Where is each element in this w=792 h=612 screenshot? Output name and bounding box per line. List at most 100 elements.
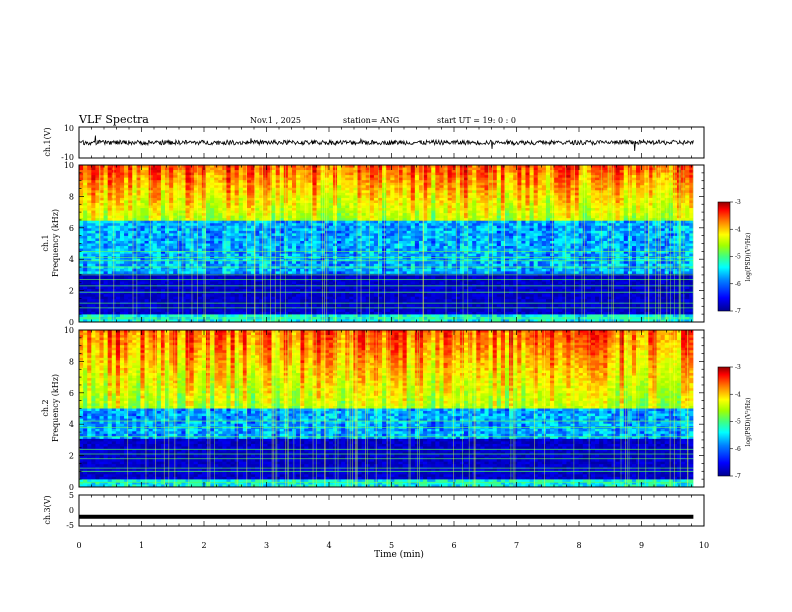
spectrogram-cell <box>279 202 285 206</box>
spectrogram-cell <box>582 185 588 189</box>
spectrogram-cell <box>230 187 236 191</box>
spectrogram-cell <box>165 167 170 171</box>
spectrogram-cell <box>345 172 350 176</box>
spectrogram-cell <box>476 175 481 179</box>
spectrogram-cell <box>234 243 240 247</box>
spectrogram-cell <box>685 233 690 237</box>
spectrogram-cell <box>517 243 522 247</box>
spectrogram-cell <box>328 167 334 171</box>
spectrogram-cell <box>570 180 575 184</box>
spectrogram-cell <box>529 213 535 217</box>
spectrogram-cell <box>160 233 166 237</box>
spectrogram-cell <box>160 165 166 168</box>
spectrogram-cell <box>230 192 236 196</box>
spectrogram-cell <box>251 200 256 204</box>
spectrogram-cell <box>410 187 416 191</box>
spectrogram-cell <box>525 213 530 217</box>
spectrogram-cell <box>685 185 690 189</box>
spectrogram-cell <box>390 220 395 224</box>
spectrogram-cell <box>210 246 215 249</box>
spectrogram-cell <box>636 228 641 232</box>
spectrogram-cell <box>459 180 465 184</box>
spectrogram-cell <box>472 165 477 168</box>
spectrogram-cell <box>87 213 92 217</box>
spectrogram-cell <box>283 167 289 171</box>
spectrogram-cell <box>562 223 567 227</box>
spectrogram-cell <box>152 185 158 189</box>
spectrogram-cell <box>537 170 543 173</box>
spectrogram-cell <box>365 243 371 247</box>
spectrogram-cell <box>660 238 666 242</box>
spectrogram-cell <box>345 246 350 249</box>
spectrogram-cell <box>558 172 563 176</box>
spectrogram-cell <box>660 218 666 222</box>
spectrogram-cell <box>177 213 182 217</box>
spectrogram-cell <box>418 243 424 247</box>
spectrogram-cell <box>464 243 469 247</box>
spectrogram-cell <box>124 195 129 199</box>
spectrogram-cell <box>242 185 248 189</box>
spectrogram-cell <box>517 197 522 201</box>
spectrogram-cell <box>242 177 248 181</box>
spectrogram-cell <box>685 218 690 222</box>
spectrogram-cell <box>595 223 600 227</box>
spectrogram-cell <box>423 215 428 219</box>
spectrogram-cell <box>533 202 539 206</box>
spectrogram-cell <box>128 192 133 196</box>
spectrogram-cell <box>398 175 403 179</box>
spectrogram-cell <box>369 187 375 191</box>
spectrogram-cell <box>185 223 190 227</box>
spectrogram-cell <box>132 225 137 229</box>
spectrogram-cell <box>484 238 489 242</box>
spectrogram-cell <box>574 210 580 214</box>
spectrogram-cell <box>181 175 186 179</box>
spectrogram-cell <box>541 215 547 219</box>
spectrogram-cell <box>496 215 502 219</box>
spectrogram-cell <box>83 197 88 201</box>
spectrogram-cell <box>251 223 256 227</box>
spectrogram-cell <box>427 208 432 211</box>
spectrogram-cell <box>668 175 674 179</box>
spectrogram-cell <box>349 165 354 168</box>
spectrogram-cell <box>165 240 170 244</box>
spectrogram-cell <box>668 202 674 206</box>
spectrogram-cell <box>513 220 518 224</box>
spectrogram-cell <box>619 182 625 186</box>
spectrogram-cell <box>271 243 276 247</box>
spectrogram-cell <box>79 185 84 189</box>
spectrogram-cell <box>165 202 170 206</box>
spectrogram-cell <box>582 190 588 194</box>
spectrogram-cell <box>451 205 457 209</box>
spectrogram-cell <box>574 215 580 219</box>
spectrogram-cell <box>447 208 453 211</box>
spectrogram-cell <box>214 177 219 181</box>
spectrogram-cell <box>230 238 236 242</box>
spectrogram-cell <box>238 182 244 186</box>
spectrogram-cell <box>533 223 539 227</box>
spectrogram-cell <box>177 230 182 234</box>
spectrogram-cell <box>337 215 342 219</box>
spectrogram-cell <box>533 165 539 168</box>
spectrogram-cell <box>177 220 182 224</box>
spectrogram-cell <box>681 215 686 219</box>
spectrogram-cell <box>218 180 223 184</box>
spectrogram-cell <box>496 190 502 194</box>
spectrogram-cell <box>218 192 223 196</box>
spectrogram-cell <box>672 235 678 239</box>
spectrogram-cell <box>365 175 371 179</box>
spectrogram-cell <box>398 180 403 184</box>
spectrogram-cell <box>144 230 150 234</box>
spectrogram-cell <box>238 165 244 168</box>
spectrogram-cell <box>337 190 342 194</box>
spectrogram-cell <box>267 213 272 217</box>
spectrogram-cell <box>193 218 199 222</box>
spectrogram-cell <box>345 177 350 181</box>
spectrogram-cell <box>455 167 461 171</box>
spectrogram-cell <box>566 243 571 247</box>
spectrogram-cell <box>525 177 530 181</box>
spectrogram-cell <box>91 235 96 239</box>
spectrogram-cell <box>406 228 412 232</box>
spectrogram-cell <box>259 202 264 206</box>
spectrogram-cell <box>316 185 322 189</box>
spectrogram-cell <box>652 202 657 206</box>
